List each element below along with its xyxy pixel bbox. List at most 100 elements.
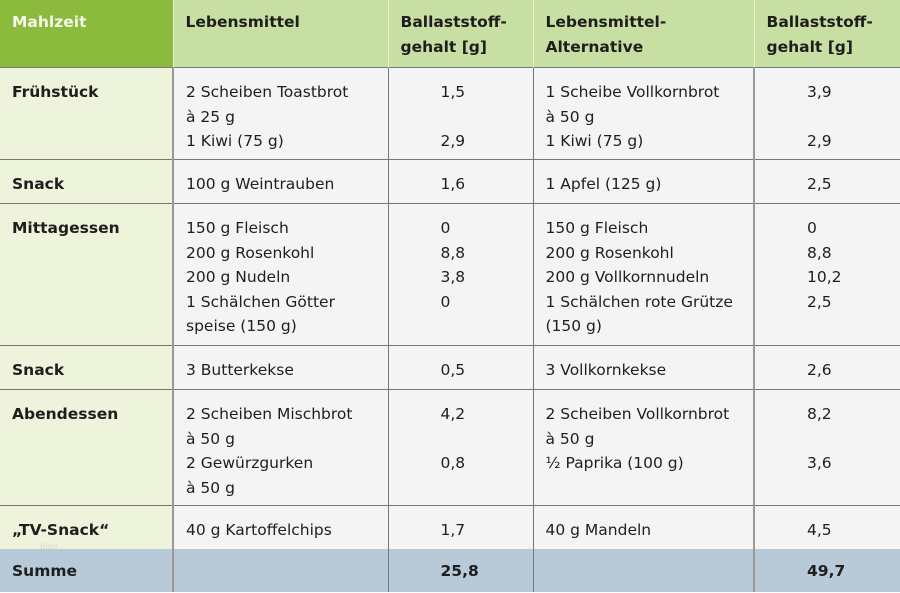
meal-label: Snack — [12, 175, 65, 193]
food-item: 200 g Nudeln — [186, 268, 291, 286]
food-item: ½ Paprika (100 g) — [545, 454, 684, 472]
alt-fiber-cell: 4,5 — [753, 505, 900, 549]
food-item: à 25 g — [186, 107, 235, 126]
header-alternative: Lebensmittel- Alternative — [532, 0, 754, 68]
sum-label: Summe — [0, 549, 174, 592]
alt-fiber-cell: 0 8,8 10,2 2,5 — [753, 203, 900, 346]
alternative-cell: 40 g Mandeln — [532, 505, 754, 549]
fiber-value: 1,6 — [440, 175, 466, 193]
food-item: 1 Schälchen rote Grütze — [545, 292, 733, 311]
table-row: Frühstück 2 Scheiben Toastbrot à 25 g 1 Kiw… — [0, 67, 900, 160]
meal-label: Mittagessen — [12, 219, 120, 237]
fiber-value: 0,5 — [440, 361, 466, 379]
fiber-value: 3,8 — [440, 268, 466, 286]
fiber-cell: 4,2 0,8 — [387, 389, 533, 506]
fiber-value: 3,6 — [807, 454, 832, 472]
fiber-value: 2,6 — [807, 361, 832, 379]
food-item: 200 g Vollkornnudeln — [545, 268, 710, 286]
meal-cell: Frühstück — [0, 67, 174, 160]
header-alt-fiber: Ballaststoff-gehalt [g] — [753, 0, 900, 68]
food-cell: 150 g Fleisch 200 g Rosenkohl 200 g Nudeln… — [172, 203, 388, 346]
meal-cell: Snack — [0, 345, 174, 390]
food-item: 1 Apfel (125 g) — [545, 175, 662, 193]
fiber-cell: 1,6 — [387, 159, 533, 204]
food-item: 200 g Rosenkohl — [186, 243, 315, 262]
fiber-value: 2,9 — [807, 132, 832, 150]
food-cell: 40 g Kartoffelchips — [172, 505, 388, 549]
watermark: blog — [40, 542, 58, 551]
food-item: 40 g Kartoffelchips — [186, 521, 332, 539]
meal-label: Abendessen — [12, 405, 119, 423]
fiber-cell: 1,5 2,9 — [387, 67, 533, 160]
meal-cell: Mittagessen — [0, 203, 174, 346]
food-cell: 2 Scheiben Mischbrot à 50 g 2 Gewürzgurken… — [172, 389, 388, 506]
food-item: 100 g Weintrauben — [186, 175, 335, 193]
fiber-value: 0,8 — [440, 454, 466, 472]
fiber-value: 2,5 — [807, 292, 832, 311]
header-meal: Mahlzeit — [0, 0, 173, 68]
meal-label: Frühstück — [12, 83, 99, 101]
food-item: 3 Butterkekse — [186, 361, 294, 379]
fiber-value: 0 — [440, 219, 451, 237]
alt-fiber-cell: 8,2 3,6 — [753, 389, 900, 506]
header-food: Lebensmittel — [172, 0, 388, 68]
food-item: 2 Scheiben Vollkornbrot — [545, 405, 730, 423]
fiber-value: 1,5 — [440, 83, 466, 101]
food-item: 40 g Mandeln — [545, 521, 652, 539]
sum-alt-fiber: 49,7 — [753, 549, 900, 592]
table-row: „TV-Snack“ 40 g Kartoffelchips 1,7 40 g Man… — [0, 505, 900, 549]
alt-fiber-cell: 2,5 — [753, 159, 900, 204]
food-item: 2 Gewürzgurken — [186, 454, 314, 472]
sum-empty — [532, 549, 754, 592]
sum-fiber: 25,8 — [387, 549, 533, 592]
fiber-value: 3,9 — [807, 83, 832, 101]
table-row: Abendessen 2 Scheiben Mischbrot à 50 g 2 Ge… — [0, 389, 900, 506]
food-item: (150 g) — [545, 317, 602, 335]
fiber-cell: 0 8,8 3,8 0 — [387, 203, 533, 346]
food-item: 150 g Fleisch — [186, 219, 289, 237]
table-row: Snack 100 g Weintrauben 1,6 1 Apfel (125 g)… — [0, 159, 900, 204]
food-cell: 100 g Weintrauben — [172, 159, 388, 204]
food-item: à 50 g — [545, 429, 595, 448]
fiber-value: 8,8 — [440, 243, 466, 262]
header-fiber: Ballaststoff-gehalt [g] — [387, 0, 533, 68]
fiber-value — [755, 427, 888, 452]
food-item: à 50 g — [186, 429, 235, 448]
food-item: 1 Kiwi (75 g) — [545, 132, 644, 150]
fiber-cell: 1,7 — [387, 505, 533, 549]
meal-cell: „TV-Snack“ — [0, 505, 174, 549]
fiber-value: 10,2 — [807, 268, 842, 286]
table-row: Mittagessen 150 g Fleisch 200 g Rosenkohl 2… — [0, 203, 900, 346]
alt-fiber-cell: 3,9 2,9 — [753, 67, 900, 160]
alternative-cell: 150 g Fleisch 200 g Rosenkohl 200 g Vollko… — [532, 203, 754, 346]
fiber-value: 1,7 — [440, 521, 466, 539]
table-row: Snack 3 Butterkekse 0,5 3 Vollkornkekse 2,6 — [0, 345, 900, 390]
fiber-value: 4,5 — [807, 521, 832, 539]
food-item: speise (150 g) — [186, 317, 297, 335]
fiber-value: 2,5 — [807, 175, 832, 193]
food-item: à 50 g — [186, 478, 235, 497]
fiber-value — [755, 105, 888, 130]
meal-cell: Abendessen — [0, 389, 174, 506]
sum-row: Summe 25,8 49,7 — [0, 549, 900, 592]
sum-empty — [172, 549, 388, 592]
fiber-value: 0 — [440, 292, 451, 311]
food-item: à 50 g — [545, 107, 595, 126]
fiber-value: 8,8 — [807, 243, 832, 262]
fiber-value: 8,2 — [807, 405, 832, 423]
meal-label: Snack — [12, 361, 65, 379]
food-item: 2 Scheiben Toastbrot — [186, 83, 349, 101]
fiber-value — [389, 427, 521, 452]
food-item: 2 Scheiben Mischbrot — [186, 405, 353, 423]
alternative-cell: 2 Scheiben Vollkornbrot à 50 g ½ Paprika (… — [532, 389, 754, 506]
food-item: 3 Vollkornkekse — [545, 361, 667, 379]
meal-cell: Snack — [0, 159, 174, 204]
food-item: 1 Kiwi (75 g) — [186, 132, 284, 150]
alt-fiber-cell: 2,6 — [753, 345, 900, 390]
alternative-cell: 3 Vollkornkekse — [532, 345, 754, 390]
alternative-cell: 1 Scheibe Vollkornbrot à 50 g 1 Kiwi (75 g… — [532, 67, 754, 160]
food-item: 150 g Fleisch — [545, 219, 649, 237]
fiber-value: 0 — [807, 219, 817, 237]
fiber-value — [389, 105, 521, 130]
